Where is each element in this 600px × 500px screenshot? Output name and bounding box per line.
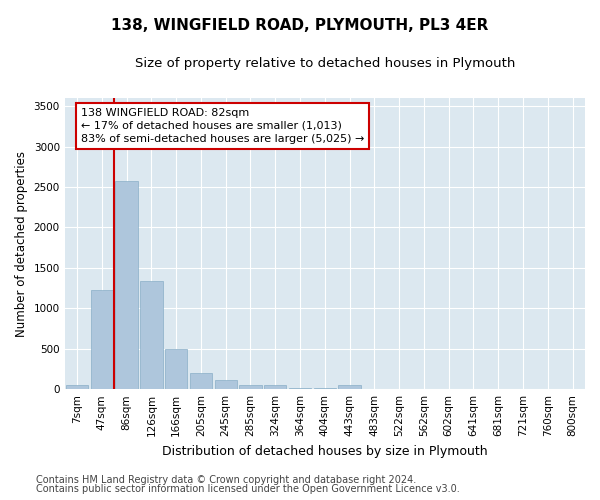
Bar <box>239 384 262 389</box>
Bar <box>190 373 212 389</box>
Bar <box>140 281 163 389</box>
Bar <box>115 180 138 389</box>
Bar <box>215 380 237 389</box>
Text: Contains public sector information licensed under the Open Government Licence v3: Contains public sector information licen… <box>36 484 460 494</box>
Text: Contains HM Land Registry data © Crown copyright and database right 2024.: Contains HM Land Registry data © Crown c… <box>36 475 416 485</box>
Bar <box>338 385 361 389</box>
Bar <box>314 388 336 389</box>
Bar <box>165 348 187 389</box>
Text: 138, WINGFIELD ROAD, PLYMOUTH, PL3 4ER: 138, WINGFIELD ROAD, PLYMOUTH, PL3 4ER <box>112 18 488 32</box>
Bar <box>264 385 286 389</box>
Y-axis label: Number of detached properties: Number of detached properties <box>15 150 28 336</box>
Bar <box>91 290 113 389</box>
Text: 138 WINGFIELD ROAD: 82sqm
← 17% of detached houses are smaller (1,013)
83% of se: 138 WINGFIELD ROAD: 82sqm ← 17% of detac… <box>81 108 364 144</box>
Bar <box>66 384 88 389</box>
X-axis label: Distribution of detached houses by size in Plymouth: Distribution of detached houses by size … <box>162 444 488 458</box>
Title: Size of property relative to detached houses in Plymouth: Size of property relative to detached ho… <box>134 58 515 70</box>
Bar <box>289 388 311 389</box>
